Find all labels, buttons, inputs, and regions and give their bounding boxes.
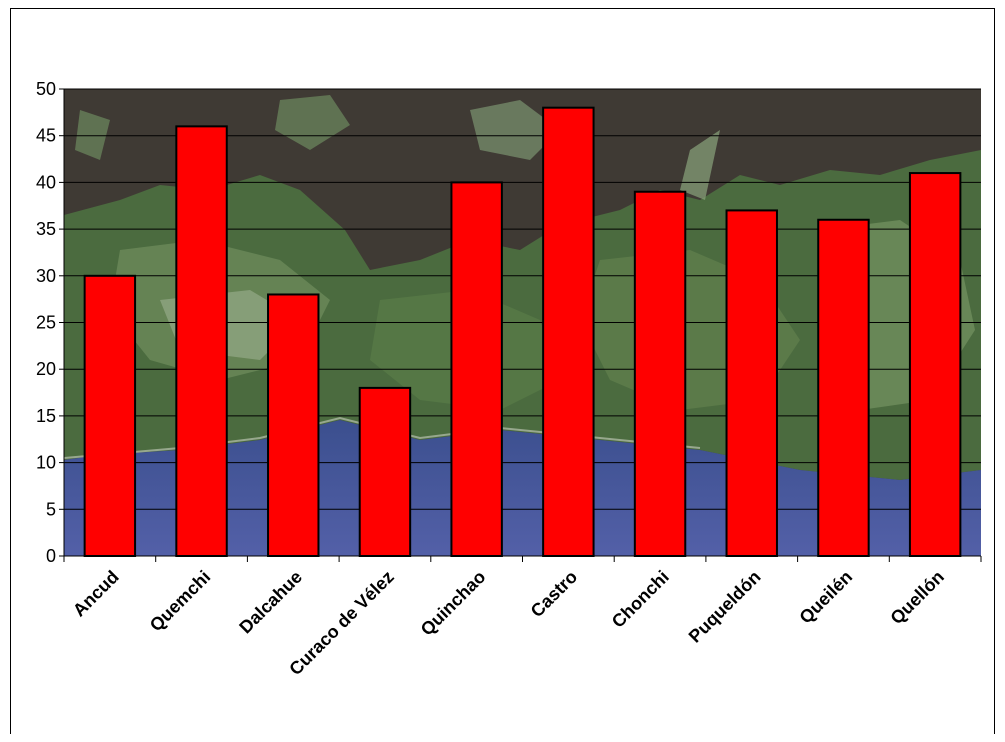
x-category-label: Castro <box>527 567 581 621</box>
bar-castro <box>542 106 595 558</box>
bar-curaco-de-v-lez <box>358 386 412 557</box>
y-axis-ticks <box>59 88 64 557</box>
bar-quinchao <box>450 181 503 557</box>
x-category-label: Dalcahue <box>235 567 306 638</box>
x-axis-ticks <box>63 556 982 562</box>
y-tick-label: 5 <box>46 499 56 519</box>
x-category-label: Quinchao <box>417 567 490 640</box>
y-tick-label: 30 <box>36 266 56 286</box>
y-tick-label: 40 <box>36 172 56 192</box>
y-tick-label: 20 <box>36 359 56 379</box>
bar-quemchi <box>175 125 228 558</box>
bars <box>83 106 962 558</box>
x-category-label: Puqueldón <box>685 567 765 647</box>
x-category-label: Quellón <box>886 567 948 629</box>
x-category-label: Queilén <box>795 567 856 628</box>
bar-queil-n <box>817 218 870 557</box>
bar-quell-n <box>908 172 962 557</box>
bar-chonchi <box>633 190 687 558</box>
bar-puqueld-n <box>725 209 778 557</box>
bar-ancud <box>83 274 137 557</box>
y-tick-label: 25 <box>36 313 56 333</box>
y-tick-label: 0 <box>46 546 56 566</box>
y-tick-label: 10 <box>36 453 56 473</box>
y-tick-label: 50 <box>36 79 56 99</box>
x-category-label: Ancud <box>69 567 123 621</box>
y-axis-tick-labels: 0 5 10 15 20 25 30 35 40 45 50 <box>36 79 56 566</box>
y-tick-label: 45 <box>36 126 56 146</box>
bar-dalcahue <box>267 293 320 557</box>
y-tick-label: 35 <box>36 219 56 239</box>
y-tick-label: 15 <box>36 406 56 426</box>
x-category-label: Chonchi <box>608 567 673 632</box>
x-category-label: Quemchi <box>146 567 215 636</box>
